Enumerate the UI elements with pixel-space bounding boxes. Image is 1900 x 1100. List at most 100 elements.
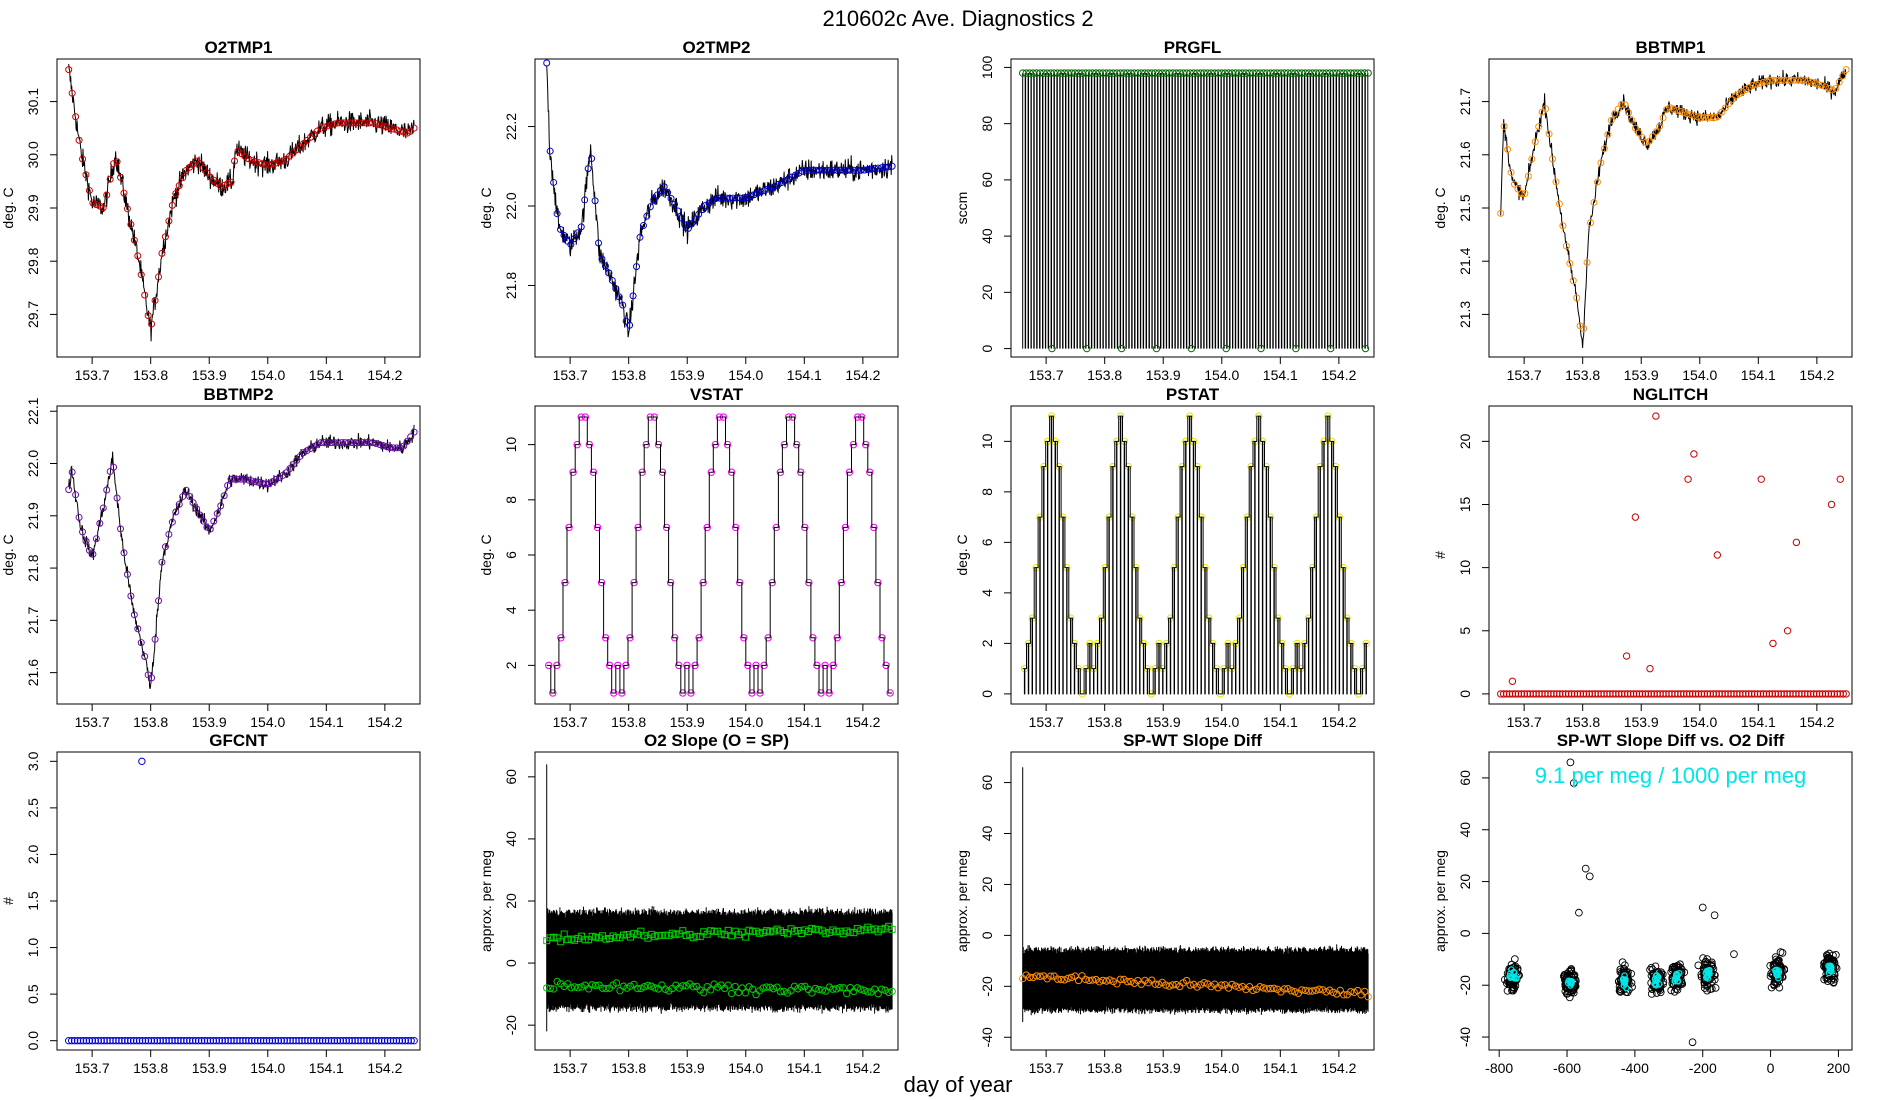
- data-point: [1704, 114, 1712, 122]
- data-point: [372, 439, 380, 447]
- data-point: [179, 174, 187, 182]
- data-point: [1568, 980, 1575, 987]
- data-point: [667, 194, 675, 202]
- plot-frame: [1010, 58, 1375, 358]
- x-tick-label: 154.2: [1799, 367, 1834, 383]
- data-point: [320, 439, 328, 447]
- data-point: [884, 988, 893, 997]
- data-point: [867, 165, 875, 173]
- data-point: [1360, 69, 1369, 77]
- data-point: [719, 194, 727, 202]
- y-tick-label: 22.1: [25, 397, 41, 424]
- data-point: [1050, 69, 1058, 77]
- data-point: [598, 255, 606, 263]
- data-point: [833, 634, 841, 642]
- data-point: [1155, 69, 1163, 77]
- data-point: [771, 182, 779, 190]
- data-point: [646, 203, 654, 211]
- data-point: [148, 320, 156, 328]
- data-point: [1322, 988, 1330, 996]
- data-point: [1839, 690, 1847, 698]
- data-point: [341, 439, 349, 447]
- data-point: [570, 983, 579, 991]
- panel-title: PSTAT: [1166, 385, 1220, 404]
- data-point: [393, 444, 401, 452]
- data-point: [557, 634, 565, 642]
- data-point: [877, 985, 886, 993]
- y-tick-label: 10: [503, 437, 519, 453]
- data-point: [1106, 976, 1114, 984]
- data-point: [1203, 69, 1212, 77]
- data-point: [647, 982, 656, 990]
- data-point: [383, 443, 391, 451]
- data-point: [1687, 111, 1695, 119]
- data-point: [1257, 344, 1265, 353]
- data-point: [99, 504, 107, 512]
- panel-title: SP-WT Slope Diff: [1123, 731, 1262, 750]
- data-point: [403, 437, 411, 445]
- y-tick-label: 8: [979, 488, 995, 496]
- data-point: [684, 224, 692, 232]
- y-tick-label: 21.7: [1457, 88, 1473, 115]
- data-point: [1604, 131, 1612, 139]
- data-point: [137, 271, 145, 279]
- data-point: [1155, 980, 1163, 988]
- data-point: [711, 440, 720, 449]
- data-point: [351, 119, 359, 127]
- y-axis-label: deg. C: [954, 534, 970, 575]
- data-point: [1291, 69, 1299, 77]
- x-tick-label: -600: [1553, 1060, 1581, 1076]
- data-point: [407, 433, 415, 441]
- data-point: [103, 486, 111, 494]
- x-tick-label: 153.7: [75, 1060, 110, 1076]
- y-axis-label: #: [1432, 551, 1448, 559]
- data-point: [756, 689, 764, 697]
- data-point: [341, 119, 349, 127]
- data-point: [598, 984, 607, 992]
- data-point: [386, 124, 394, 132]
- data-point: [1614, 105, 1622, 113]
- common-x-label: day of year: [904, 1072, 1013, 1097]
- y-tick-label: 2: [503, 661, 519, 669]
- data-point: [1029, 69, 1037, 77]
- data-point: [619, 301, 627, 309]
- data-point: [699, 578, 707, 587]
- data-point: [379, 442, 387, 450]
- data-point: [1776, 948, 1785, 956]
- data-point: [723, 440, 732, 449]
- data-point: [224, 481, 232, 489]
- data-point: [888, 162, 896, 170]
- series-line: [1500, 68, 1847, 349]
- data-point: [1222, 344, 1230, 353]
- data-point: [1169, 981, 1177, 989]
- data-point: [1625, 109, 1633, 117]
- data-point: [1663, 105, 1671, 113]
- data-point: [1165, 69, 1173, 77]
- x-tick-label: 154.0: [1682, 367, 1717, 383]
- x-tick-label: 153.8: [1565, 714, 1600, 730]
- data-point: [1710, 975, 1719, 984]
- data-point: [798, 167, 806, 175]
- data-point: [1569, 277, 1577, 285]
- y-tick-label: 6: [979, 538, 995, 546]
- data-point: [801, 523, 809, 532]
- data-point: [1357, 69, 1365, 77]
- data-point: [1053, 975, 1062, 983]
- data-point: [726, 194, 734, 202]
- data-point: [1801, 76, 1809, 84]
- data-point: [836, 983, 844, 992]
- data-point: [1116, 975, 1125, 984]
- data-point: [1508, 677, 1517, 685]
- data-point: [650, 196, 658, 204]
- data-point: [262, 480, 270, 488]
- data-point: [383, 123, 391, 131]
- data-point: [365, 439, 373, 447]
- data-point: [255, 159, 263, 167]
- data-point: [1575, 908, 1583, 917]
- data-point: [89, 550, 97, 558]
- data-point: [1772, 955, 1781, 964]
- data-point: [1504, 145, 1512, 153]
- data-point: [407, 1036, 415, 1045]
- y-tick-label: 21.4: [1457, 247, 1473, 274]
- data-point: [1739, 88, 1747, 96]
